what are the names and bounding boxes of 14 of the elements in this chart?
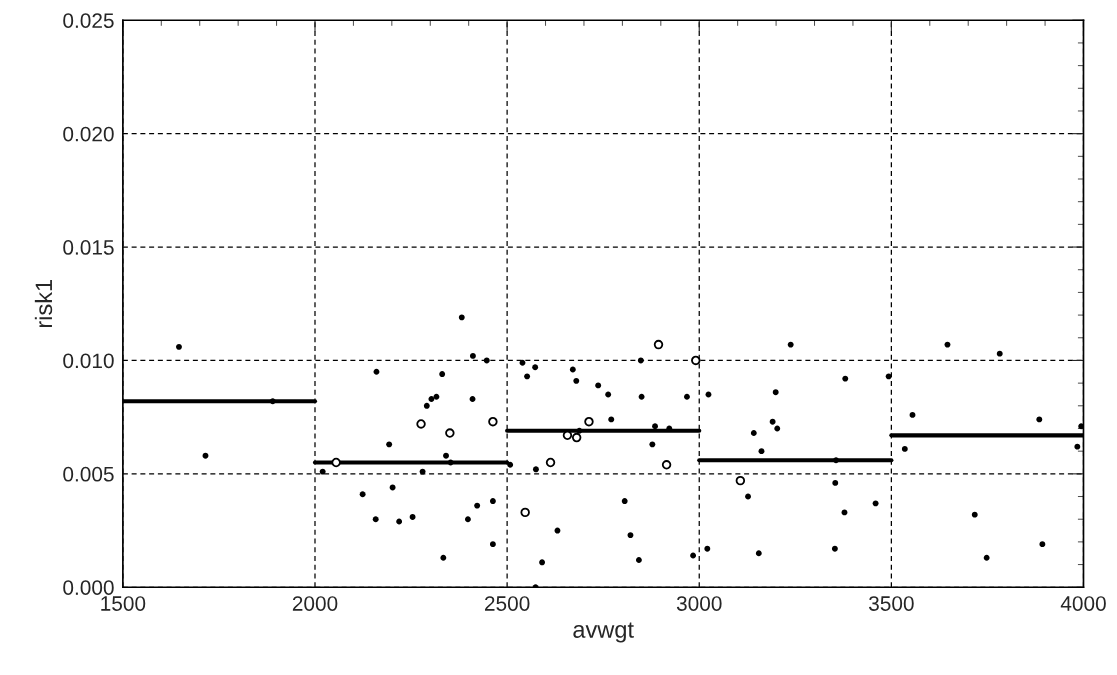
- x-tick-label: 1500: [101, 596, 146, 611]
- y-tick-label: 0.005: [63, 466, 114, 482]
- x-tick-label: 4000: [1060, 596, 1106, 611]
- y-tick-label: 0.025: [63, 13, 114, 28]
- y-tick-label: 0.000: [63, 580, 114, 595]
- x-tick-label: 2500: [485, 596, 530, 611]
- y-tick-label: 0.010: [63, 353, 114, 369]
- y-tick-label: 0.020: [63, 126, 114, 142]
- x-tick-label: 3000: [676, 596, 722, 611]
- x-tick-label: 3500: [868, 596, 914, 611]
- y-axis-title: risk1: [34, 279, 53, 328]
- y-tick-label: 0.015: [63, 240, 114, 255]
- x-axis-title: avwgt: [573, 622, 634, 643]
- x-tick-label: 2000: [292, 596, 338, 611]
